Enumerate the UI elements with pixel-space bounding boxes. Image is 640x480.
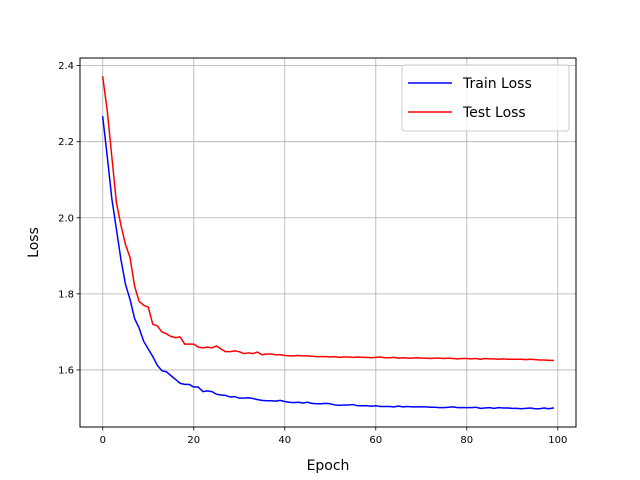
y-tick-label: 2.4: [58, 61, 74, 72]
x-tick-label: 60: [369, 435, 382, 446]
axis-ticks: 0 20 40 60 80 100 1.6 1.8 2.0 2.2 2.4: [58, 61, 567, 446]
x-tick-label: 40: [278, 435, 291, 446]
x-tick-label: 100: [548, 435, 567, 446]
y-tick-label: 2.0: [58, 213, 74, 224]
y-tick-label: 1.6: [58, 365, 74, 376]
legend-label-test-loss: Test Loss: [462, 105, 526, 121]
x-axis-title: Epoch: [307, 458, 350, 474]
series-lines: [101, 76, 555, 410]
series-line-train-loss: [101, 116, 555, 410]
y-tick-label: 2.2: [58, 137, 74, 148]
legend-label-train-loss: Train Loss: [462, 76, 532, 92]
legend: Train Loss Test Loss: [401, 64, 570, 132]
x-tick-label: 20: [187, 435, 200, 446]
legend-box: [401, 64, 570, 132]
x-tick-label: 80: [460, 435, 473, 446]
plot-frame: [79, 57, 577, 428]
y-tick-label: 1.8: [58, 289, 74, 300]
y-axis-title: Loss: [26, 227, 42, 258]
x-tick-label: 0: [100, 435, 106, 446]
series-line-test-loss: [101, 76, 554, 362]
